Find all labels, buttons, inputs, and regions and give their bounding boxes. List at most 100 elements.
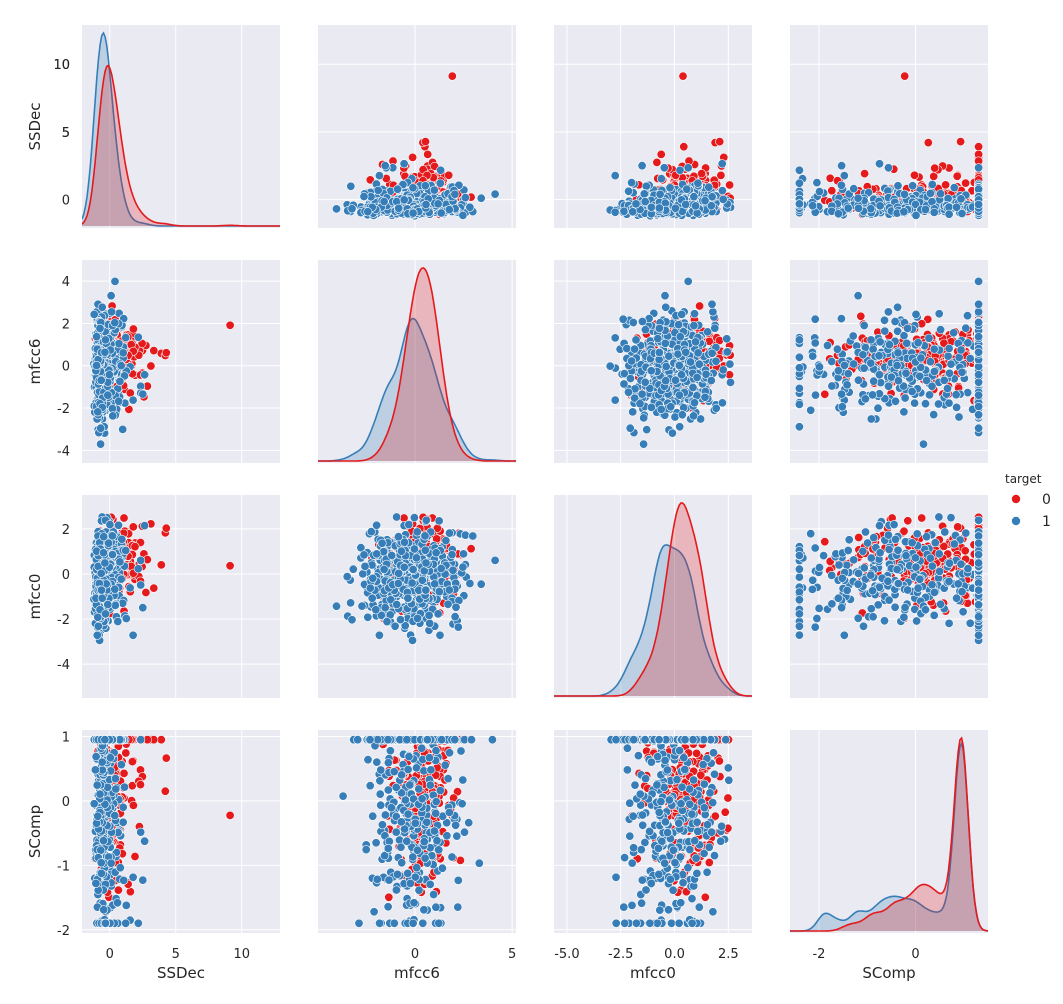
point-class-1 [691, 338, 699, 346]
point-class-1 [97, 376, 105, 384]
point-class-1 [668, 429, 676, 437]
point-class-0 [657, 150, 665, 158]
point-class-1 [436, 166, 444, 174]
point-class-1 [665, 352, 673, 360]
point-class-1 [119, 425, 127, 433]
point-class-1 [655, 324, 663, 332]
point-class-0 [448, 72, 456, 80]
point-class-1 [952, 203, 960, 211]
panel-SSDec-vs-SSDec [82, 25, 280, 228]
point-class-1 [950, 183, 958, 191]
point-class-1 [686, 358, 694, 366]
point-class-1 [795, 166, 803, 174]
point-class-1 [395, 204, 403, 212]
point-class-0 [821, 390, 829, 398]
point-class-0 [910, 171, 918, 179]
point-class-1 [655, 348, 663, 356]
point-class-0 [147, 362, 155, 370]
point-class-1 [606, 362, 614, 370]
point-class-1 [626, 424, 634, 432]
point-class-0 [857, 312, 865, 320]
point-class-1 [640, 414, 648, 422]
point-class-1 [647, 403, 655, 411]
point-class-1 [656, 190, 664, 198]
panel-SSDec-vs-SComp [790, 25, 988, 228]
point-class-1 [875, 160, 883, 168]
point-class-1 [912, 211, 920, 219]
point-class-1 [445, 205, 453, 213]
point-class-1 [332, 205, 340, 213]
point-class-1 [908, 182, 916, 190]
point-class-1 [639, 440, 647, 448]
point-class-1 [116, 377, 124, 385]
point-class-1 [894, 182, 902, 190]
point-class-1 [364, 208, 372, 216]
point-class-0 [725, 181, 733, 189]
point-class-1 [682, 348, 690, 356]
point-class-1 [611, 396, 619, 404]
point-class-1 [900, 208, 908, 216]
point-class-1 [104, 391, 112, 399]
point-class-1 [620, 207, 628, 215]
point-class-1 [874, 404, 882, 412]
point-class-1 [936, 190, 944, 198]
point-class-0 [421, 137, 429, 145]
point-class-1 [726, 360, 734, 368]
point-class-1 [678, 411, 686, 419]
point-class-1 [90, 310, 98, 318]
point-class-0 [828, 187, 836, 195]
point-class-1 [611, 208, 619, 216]
point-class-1 [660, 164, 668, 172]
point-class-0 [974, 143, 982, 151]
point-class-1 [695, 360, 703, 368]
point-class-1 [719, 366, 727, 374]
point-class-1 [632, 200, 640, 208]
point-class-1 [676, 166, 684, 174]
point-class-1 [850, 185, 858, 193]
point-class-1 [115, 340, 123, 348]
point-class-0 [924, 138, 932, 146]
point-class-1 [662, 362, 670, 370]
point-class-1 [409, 184, 417, 192]
point-class-1 [647, 367, 655, 375]
point-class-1 [461, 193, 469, 201]
point-class-1 [676, 333, 684, 341]
point-class-1 [115, 397, 123, 405]
point-class-1 [707, 376, 715, 384]
point-class-1 [900, 190, 908, 198]
point-class-0 [697, 169, 705, 177]
point-class-1 [662, 303, 670, 311]
point-class-0 [961, 179, 969, 187]
point-class-0 [129, 325, 137, 333]
point-class-1 [436, 179, 444, 187]
point-class-1 [726, 378, 734, 386]
point-class-1 [926, 189, 934, 197]
point-class-1 [409, 209, 417, 217]
point-class-1 [921, 205, 929, 213]
point-class-1 [624, 187, 632, 195]
point-class-1 [689, 412, 697, 420]
point-class-1 [691, 202, 699, 210]
point-class-1 [837, 162, 845, 170]
point-class-1 [694, 179, 702, 187]
panel-mfcc6-vs-SComp [790, 260, 988, 463]
point-class-1 [690, 321, 698, 329]
point-class-1 [671, 204, 679, 212]
point-class-1 [655, 204, 663, 212]
point-class-1 [400, 160, 408, 168]
point-class-1 [491, 190, 499, 198]
point-class-1 [884, 164, 892, 172]
panel-mfcc6-vs-mfcc6 [318, 260, 516, 463]
point-class-1 [642, 182, 650, 190]
point-class-1 [627, 178, 635, 186]
point-class-1 [347, 182, 355, 190]
point-class-1 [718, 399, 726, 407]
point-class-1 [107, 308, 115, 316]
point-class-1 [348, 205, 356, 213]
point-class-1 [795, 200, 803, 208]
point-class-1 [666, 184, 674, 192]
panel-mfcc6-vs-mfcc0 [554, 260, 752, 463]
point-class-0 [424, 150, 432, 158]
point-class-1 [813, 178, 821, 186]
